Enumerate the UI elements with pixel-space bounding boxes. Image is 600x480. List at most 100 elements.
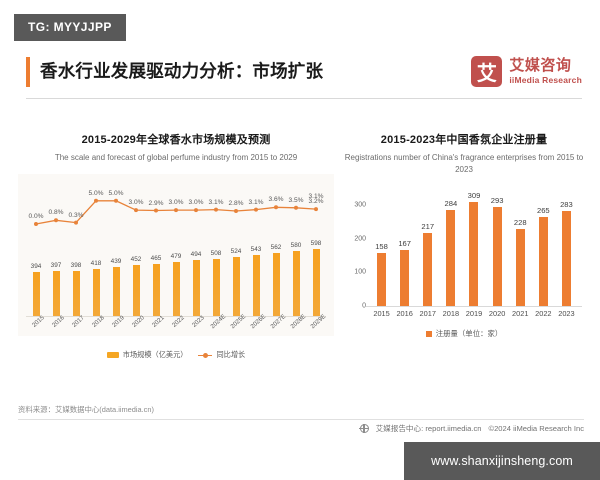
- y-axis-ticks-right: 0 100 200 300: [344, 188, 584, 309]
- growth-line-series: 0.0% 0.8% 0.3% 5.0% 5.0% 3.0% 2.9% 3.0% 3.0% 3.1%…: [26, 182, 326, 230]
- bar-market-size[interactable]: [52, 271, 60, 316]
- legend-left: 市场规模（亿美元） 同比增长: [18, 350, 334, 360]
- bar-value-label: 309: [467, 190, 481, 200]
- brand-mark-icon: 艾: [471, 56, 503, 87]
- growth-data-point[interactable]: [74, 220, 78, 225]
- bar-column: 465: [146, 220, 166, 316]
- bar-column: 524: [226, 220, 246, 316]
- growth-data-point[interactable]: [194, 208, 198, 213]
- growth-data-point[interactable]: [174, 208, 178, 213]
- legend-right[interactable]: 注册量（单位：家）: [344, 328, 584, 339]
- growth-value-label: 3.5%: [288, 196, 304, 204]
- growth-data-point[interactable]: [94, 198, 98, 203]
- bar-value-label: 217: [421, 221, 435, 231]
- x-axis-labels-right: 2015 2016 2017 2018 2019 2020 2021 2022 2023: [370, 309, 578, 323]
- x-tick-label: 2022: [170, 314, 186, 329]
- bar-value-label: 452: [130, 256, 142, 264]
- x-tick-label: 2019: [465, 309, 483, 318]
- growth-data-point[interactable]: [234, 209, 238, 213]
- bar-value-label: 508: [210, 249, 222, 257]
- growth-value-label: 3.1%: [208, 198, 224, 206]
- growth-value-label: 3.2%: [308, 198, 324, 206]
- bar-registrations[interactable]: [492, 207, 502, 306]
- growth-value-label: 3.0%: [188, 199, 204, 207]
- x-axis-line-right: [366, 306, 582, 307]
- bar-registrations[interactable]: [377, 252, 387, 306]
- y-tick-label: 0: [362, 302, 366, 310]
- growth-value-label: 3.1%: [248, 198, 264, 206]
- growth-line-svg: [34, 198, 318, 226]
- bar-registrations[interactable]: [423, 232, 433, 306]
- bar-market-size[interactable]: [272, 252, 280, 316]
- growth-data-point[interactable]: [314, 207, 318, 212]
- x-tick-label: 2018: [90, 314, 106, 329]
- bar-registrations[interactable]: [446, 210, 456, 306]
- growth-data-point[interactable]: [134, 208, 138, 213]
- legend-item-market-size[interactable]: 市场规模（亿美元）: [106, 350, 188, 360]
- growth-data-point[interactable]: [294, 205, 298, 210]
- bar-market-size[interactable]: [32, 271, 40, 316]
- bar-market-size[interactable]: [312, 248, 320, 316]
- bar-value-label: 562: [270, 243, 282, 251]
- bar-registrations[interactable]: [515, 229, 525, 306]
- footer: 艾媒报告中心: report.iimedia.cn ©2024 iiMedia …: [359, 423, 584, 434]
- bar-registrations[interactable]: [400, 249, 410, 306]
- bar-column: 217: [416, 188, 439, 306]
- growth-data-point[interactable]: [154, 208, 158, 213]
- bar-market-size[interactable]: [212, 258, 220, 316]
- bar-value-label: 398: [70, 262, 82, 270]
- bar-column: 418: [86, 220, 106, 316]
- bar-column: 479: [166, 220, 186, 316]
- chart-card-global-perfume-market: 2015-2029年全球香水市场规模及预测 The scale and fore…: [18, 126, 334, 364]
- growth-data-point[interactable]: [34, 222, 38, 226]
- bar-column: 508: [206, 220, 226, 316]
- bar-market-size[interactable]: [292, 250, 300, 316]
- x-tick-label: 2016: [396, 309, 413, 318]
- legend-label-market-size: 市场规模（亿美元）: [122, 350, 188, 359]
- x-tick-label: 2025E: [229, 313, 248, 331]
- growth-value-label: 3.0%: [168, 199, 184, 207]
- bar-registrations[interactable]: [561, 210, 571, 306]
- charts-area: 2015-2029年全球香水市场规模及预测 The scale and fore…: [0, 126, 600, 366]
- market-size-bar-series: 394 397 398 418 439 452 465 479 494 508 524 543 562 5…: [26, 220, 326, 316]
- bar-market-size[interactable]: [132, 265, 140, 316]
- brand-logo: 艾 艾媒咨询 iiMedia Research: [471, 56, 582, 87]
- brand-name-en: iiMedia Research: [509, 74, 582, 85]
- bar-value-label: 465: [150, 254, 162, 262]
- growth-value-label: 0.0%: [28, 213, 44, 220]
- bar-value-label: 418: [90, 259, 102, 267]
- growth-data-point[interactable]: [214, 207, 218, 212]
- y-tick-label: 200: [354, 235, 366, 243]
- growth-data-point[interactable]: [54, 218, 58, 223]
- bar-market-size[interactable]: [112, 266, 120, 316]
- bar-market-size[interactable]: [172, 262, 180, 316]
- growth-data-point[interactable]: [254, 207, 258, 212]
- bar-registrations[interactable]: [538, 216, 548, 306]
- bar-column: 158: [370, 188, 393, 306]
- chart-subtitle-right: Registrations number of China's fragranc…: [344, 153, 584, 174]
- legend-item-growth[interactable]: 同比增长: [198, 350, 245, 360]
- bar-value-label: 524: [230, 248, 242, 256]
- growth-data-point[interactable]: [274, 205, 278, 210]
- x-tick-label: 2018: [442, 309, 460, 318]
- bar-value-label: 265: [536, 205, 550, 215]
- bar-market-size[interactable]: [232, 257, 240, 316]
- x-tick-label: 2020: [488, 309, 506, 318]
- bar-market-size[interactable]: [152, 263, 160, 316]
- bar-market-size[interactable]: [72, 271, 80, 316]
- x-tick-label: 2017: [419, 309, 436, 318]
- x-tick-label: 2026E: [249, 313, 268, 331]
- growth-value-label: 2.8%: [228, 200, 244, 207]
- bar-market-size[interactable]: [192, 260, 200, 316]
- x-tick-label: 2027E: [269, 313, 288, 331]
- x-tick-label: 2015: [30, 314, 46, 329]
- growth-data-point[interactable]: [114, 198, 118, 203]
- chart-subtitle-left: The scale and forecast of global perfume…: [54, 153, 298, 162]
- bar-market-size[interactable]: [92, 268, 100, 316]
- y-tick-label: 300: [354, 201, 366, 209]
- legend-label-registrations: 注册量（单位：家）: [435, 329, 503, 338]
- bottom-watermark: www.shanxijinsheng.com: [404, 442, 600, 480]
- square-swatch-icon: [425, 330, 432, 337]
- bar-registrations[interactable]: [469, 201, 479, 306]
- bar-market-size[interactable]: [252, 254, 260, 316]
